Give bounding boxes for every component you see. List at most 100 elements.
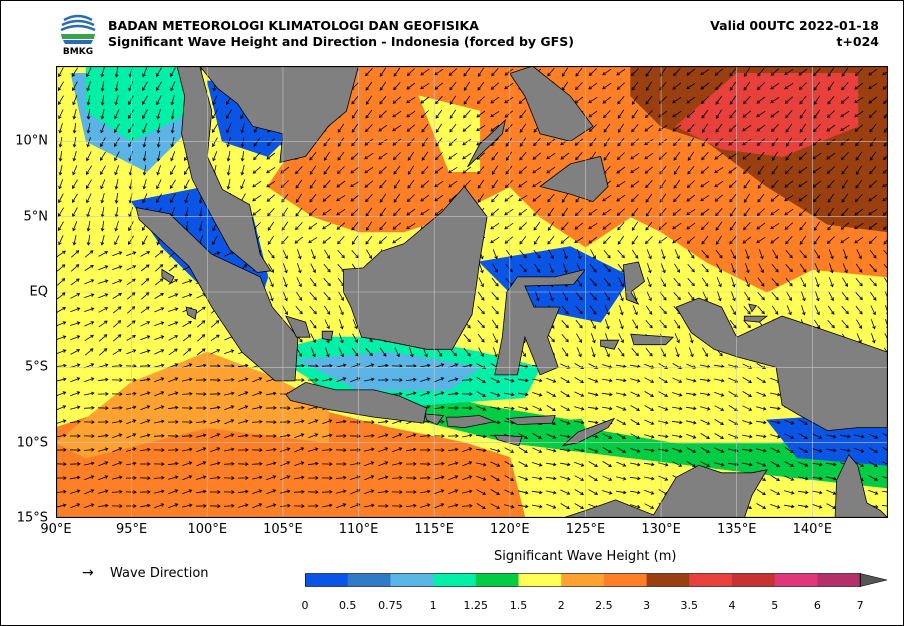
wave-arrow <box>728 391 738 397</box>
wave-arrow <box>392 96 402 104</box>
wave-arrow-head <box>718 297 722 302</box>
wave-arrow-head <box>90 264 94 269</box>
wave-arrow <box>560 419 570 425</box>
wave-arrow-head <box>328 433 333 438</box>
wave-arrow <box>660 347 666 357</box>
wave-arrow-head <box>104 489 109 494</box>
wave-arrow <box>646 291 652 301</box>
wave-arrow <box>241 165 245 175</box>
wave-arrow <box>672 363 682 369</box>
wave-arrow-head <box>818 435 823 439</box>
wave-arrow-head <box>538 449 543 453</box>
wave-arrow-head <box>385 489 389 494</box>
wave-arrow-head <box>89 250 94 254</box>
wave-arrow <box>336 208 346 216</box>
wave-arrow <box>310 263 316 273</box>
wave-arrow <box>602 433 612 439</box>
wave-arrow <box>309 277 317 287</box>
lon-tick-label: 125°E <box>565 522 606 537</box>
wave-arrow <box>730 291 736 301</box>
wave-arrow <box>490 475 500 481</box>
wave-arrow-head <box>854 99 858 104</box>
wave-arrow <box>70 349 80 355</box>
wave-arrow-head <box>245 433 249 438</box>
wave-arrow <box>855 137 863 147</box>
wave-arrow-head <box>300 419 305 424</box>
wave-arrow-head <box>803 254 807 259</box>
wave-arrow-head <box>188 320 192 325</box>
wave-arrow-head <box>518 184 522 188</box>
wave-arrow <box>351 123 359 133</box>
wave-arrow <box>58 95 64 105</box>
wave-arrow-head <box>270 297 274 302</box>
wave-arrow-head <box>299 310 303 315</box>
wave-arrow-head <box>650 421 655 425</box>
wave-arrow-head <box>89 348 94 352</box>
wave-arrow <box>701 137 709 147</box>
colorbar-tick-label: 1.25 <box>463 599 489 612</box>
wave-arrow-head <box>606 297 611 301</box>
wave-arrow <box>115 207 119 217</box>
wave-arrow <box>449 138 457 146</box>
wave-arrow <box>98 378 108 382</box>
wave-arrow <box>56 292 66 300</box>
wave-arrow <box>728 462 738 466</box>
wave-arrow <box>379 236 387 244</box>
wave-arrow-head <box>636 407 640 411</box>
wave-arrow <box>546 391 556 397</box>
wave-arrow <box>168 335 178 341</box>
wave-arrow <box>140 350 150 354</box>
wave-arrow-head <box>490 239 494 244</box>
wave-arrow <box>576 347 582 357</box>
wave-arrow <box>686 222 696 230</box>
wave-arrow <box>419 435 431 437</box>
colorbar-segment <box>603 573 647 587</box>
wave-arrow-head <box>393 199 398 203</box>
wave-arrow <box>283 277 287 287</box>
wave-arrow-head <box>762 393 767 397</box>
wave-arrow <box>546 377 556 383</box>
wave-arrow <box>829 263 833 273</box>
wave-arrow <box>505 124 513 132</box>
wave-arrow <box>729 67 737 77</box>
wave-arrow <box>826 476 836 480</box>
wave-arrow <box>154 391 164 397</box>
wave-arrow-head <box>266 142 271 147</box>
wave-arrow-head <box>420 85 424 90</box>
wave-arrow-head <box>118 265 123 269</box>
wave-arrow-head <box>323 157 328 161</box>
wave-arrow <box>84 294 94 298</box>
wave-arrow <box>645 110 653 118</box>
wave-arrow-head <box>804 463 809 467</box>
wave-arrow <box>378 476 388 480</box>
wave-arrow-head <box>816 297 820 302</box>
wave-arrow <box>798 433 808 439</box>
wave-arrow <box>799 249 807 259</box>
wave-arrow <box>758 249 764 259</box>
wave-arrow-head <box>327 296 331 301</box>
wave-arrow-head <box>156 129 161 134</box>
wave-arrow <box>799 109 807 119</box>
wave-arrow-head <box>468 363 473 368</box>
wave-arrow <box>393 179 401 189</box>
wave-arrow <box>253 152 261 160</box>
wave-arrow-head <box>509 268 513 273</box>
wave-arrow-head <box>147 462 151 466</box>
wave-arrow <box>56 336 66 340</box>
wave-arrow-head <box>62 433 67 438</box>
wave-arrow-head <box>575 72 579 77</box>
wave-arrow-head <box>342 503 347 507</box>
wave-arrow <box>757 306 765 314</box>
wave-arrow <box>827 95 835 105</box>
wave-arrow-head <box>770 240 775 244</box>
wave-arrow-head <box>762 477 767 481</box>
wave-arrow <box>266 489 276 495</box>
wave-arrow-head <box>146 377 151 382</box>
wave-arrow <box>98 364 108 368</box>
wave-arrow-head <box>217 364 221 368</box>
wave-arrow-head <box>826 114 831 119</box>
lon-tick-label: 140°E <box>792 522 833 537</box>
wave-arrow-head <box>133 391 137 396</box>
wave-arrow <box>869 137 877 147</box>
wave-arrow <box>672 392 682 396</box>
